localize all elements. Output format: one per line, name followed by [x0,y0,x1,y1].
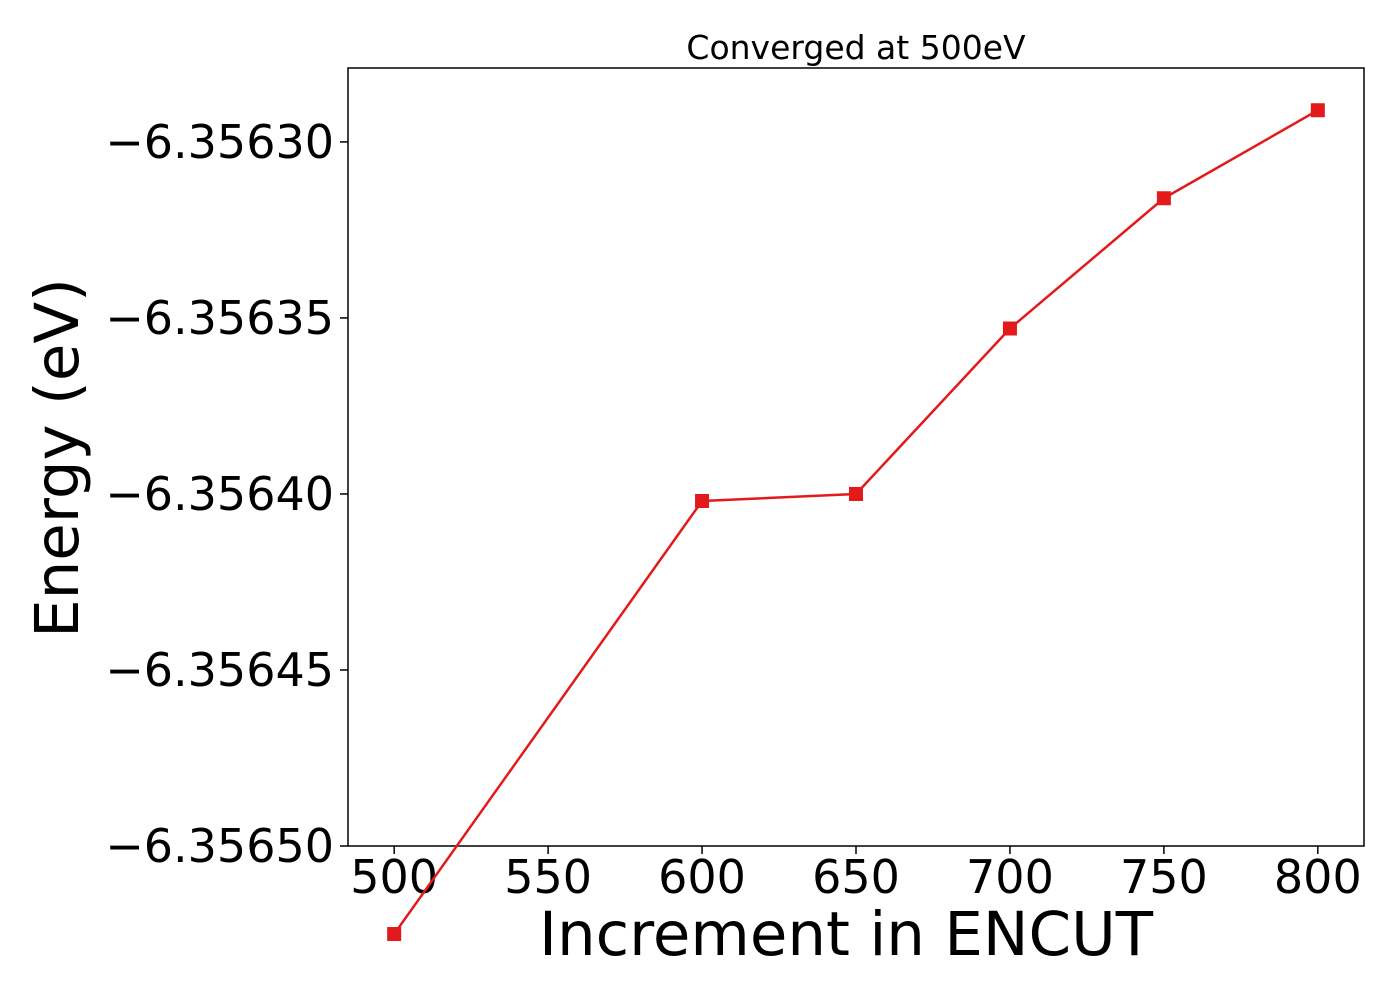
data-point-marker [1002,321,1017,336]
data-point-marker [695,494,710,509]
data-point-marker [849,486,863,501]
y-axis-ticks: −6.35650 −6.35645 −6.35640 −6.35635 −6.35630 [105,115,348,873]
y-axis-label: Energy (eV) [22,278,93,638]
y-tick-label: −6.35650 [105,819,334,873]
x-tick-label: 550 [504,850,592,904]
x-tick-label: 650 [812,850,900,904]
plot-area-frame [347,67,1365,847]
data-point-marker [1156,191,1171,206]
x-tick-label: 700 [966,850,1054,904]
series-energy [387,103,1325,942]
data-point-marker [1310,103,1325,118]
y-tick-label: −6.35630 [105,115,334,169]
x-tick-label: 750 [1120,850,1208,904]
y-tick-label: −6.35635 [105,291,334,345]
x-axis-label: Increment in ENCUT [539,899,1154,970]
x-tick-label: 800 [1274,850,1362,904]
chart-title: Converged at 500eV [686,28,1026,67]
y-tick-label: −6.35645 [105,643,334,697]
y-tick-label: −6.35640 [105,467,334,521]
x-tick-label: 500 [350,850,438,904]
data-point-marker [387,927,402,942]
x-tick-label: 600 [658,850,746,904]
x-axis-ticks: 500 550 600 650 700 750 800 [350,846,1362,904]
series-line [393,109,1319,935]
